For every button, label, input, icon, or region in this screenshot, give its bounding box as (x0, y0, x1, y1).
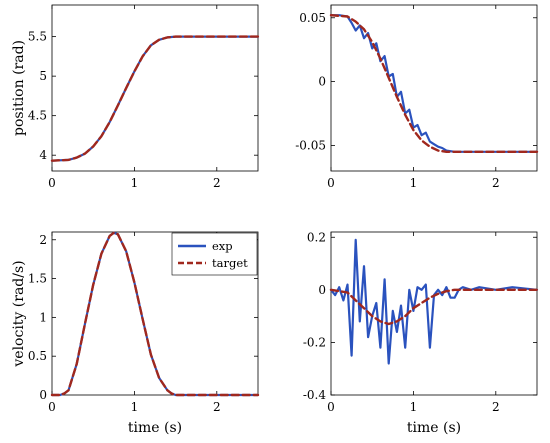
axes-frame (51, 4, 259, 172)
y-tick-label: 5.5 (28, 30, 47, 44)
x-tick-label: 2 (492, 176, 500, 190)
y-tick-label: 0 (318, 283, 326, 297)
x-tick-label: 1 (131, 176, 139, 190)
x-tick-label: 0 (48, 176, 56, 190)
y-tick-label: 0.2 (307, 230, 326, 244)
series-line-target (50, 231, 260, 397)
x-axis-label: time (s) (128, 420, 182, 436)
y-tick-label: 0 (39, 388, 47, 402)
y-tick-label: -0.05 (295, 138, 326, 152)
y-axis-label: velocity (rad/s) (11, 260, 27, 367)
series-line-target (329, 13, 539, 154)
series-line-target (329, 288, 539, 326)
y-axis-label: position (rad) (11, 40, 27, 136)
y-tick-label: 0.05 (299, 11, 326, 25)
x-axis-label: time (s) (407, 420, 461, 436)
x-tick-label: 0 (327, 176, 335, 190)
axes-frame (330, 4, 538, 172)
axes-frame (330, 231, 538, 396)
series-line-exp (329, 238, 539, 365)
y-tick-label: -0.2 (303, 335, 326, 349)
x-tick-label: 2 (492, 400, 500, 414)
series-line-exp (329, 14, 539, 153)
panel-velocity-bottom-left: 0 1 2 0 0.5 1 1.5 2 time (s) velocity (rad/s) exp t… (11, 231, 260, 436)
y-tick-label: 4.5 (28, 109, 47, 123)
y-tick-label: 1.5 (28, 272, 47, 286)
y-tick-label: 0 (318, 75, 326, 89)
y-tick-label: 2 (39, 233, 47, 247)
series-line-exp (50, 35, 260, 162)
legend-entry-target: target (212, 256, 248, 270)
axes-frame (51, 231, 259, 396)
x-tick-label: 2 (213, 400, 221, 414)
series-line-target (50, 35, 260, 162)
x-tick-label: 0 (327, 400, 335, 414)
y-tick-label: 1 (39, 310, 47, 324)
legend-box (171, 232, 258, 276)
x-tick-label: 1 (131, 400, 139, 414)
x-tick-label: 1 (410, 400, 418, 414)
y-tick-label: 5 (39, 69, 47, 83)
y-tick-label: 4 (39, 148, 47, 162)
y-tick-label: 0.5 (28, 349, 47, 363)
y-tick-label: -0.4 (303, 388, 327, 402)
x-tick-label: 1 (410, 176, 418, 190)
x-tick-label: 0 (48, 400, 56, 414)
legend-entry-exp: exp (212, 239, 233, 253)
legend: exp target (171, 232, 258, 276)
x-tick-label: 2 (213, 176, 221, 190)
panel-position-top-right: 0 1 2 -0.05 0 0.05 (295, 4, 539, 190)
panel-velocity-bottom-right: 0 1 2 -0.4 -0.2 0 0.2 time (s) (303, 230, 539, 436)
